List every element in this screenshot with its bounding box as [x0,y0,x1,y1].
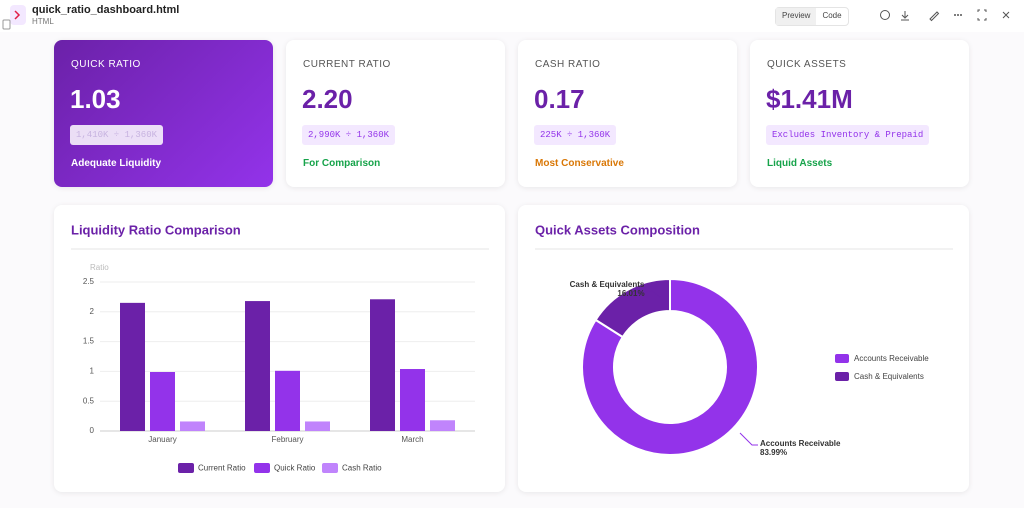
bar [120,302,145,431]
card-value: $1.41M [766,84,853,114]
bar-panel: Liquidity Ratio Comparison Ratio 0 0.5 1 1.5 2… [54,205,505,492]
bar [305,421,330,431]
x-tick-label: March [401,435,423,444]
card-value: 0.17 [534,84,585,114]
file-type: HTML [32,17,54,26]
toolbar-icons [880,9,1010,22]
slice-label: Cash & Equivalents [570,280,645,289]
y-tick-label: 2.5 [83,277,95,286]
legend-swatch [254,463,270,473]
metric-card: QUICK RATIO 1.03 1,410K ÷ 1,360K Adequate L… [54,40,273,187]
card-status: Most Conservative [535,158,624,169]
card-status: Adequate Liquidity [71,158,161,169]
y-tick-label: 0 [90,426,95,435]
slice-value-label: 83.99% [760,448,787,457]
metric-card: CASH RATIO 0.17 225K ÷ 1,360K Most Conserva… [518,40,737,187]
fullscreen-icon[interactable] [977,9,987,21]
legend-swatch [178,463,194,473]
edit-icon[interactable] [929,11,940,22]
y-tick-label: 1 [90,367,95,376]
metric-card: QUICK ASSETS $1.41M Excludes Inventory & P… [750,40,969,187]
download-icon[interactable] [901,11,909,21]
legend-label: Cash & Equivalents [854,372,924,381]
card-label: CURRENT RATIO [303,59,391,70]
bar [400,369,425,431]
donut-slice [581,277,759,456]
more-icon[interactable] [954,14,962,16]
header: quick_ratio_dashboard.html HTML Preview … [0,0,1024,32]
legend-label: Cash Ratio [342,464,382,473]
bar [275,370,300,431]
card-status: Liquid Assets [767,158,833,169]
legend-label: Quick Ratio [274,464,316,473]
bar [180,421,205,431]
legend-swatch [322,463,338,473]
card-value: 1.03 [70,84,121,114]
legend-label: Accounts Receivable [854,354,929,363]
card-label: QUICK RATIO [71,59,141,70]
card-formula: Excludes Inventory & Prepaid [766,125,930,145]
legend-label: Current Ratio [198,464,246,473]
card-status: For Comparison [303,158,381,169]
leader-line [621,290,661,298]
app-icon [2,5,26,30]
bar [150,371,175,431]
card-formula: 1,410K ÷ 1,360K [70,125,164,145]
card-label: CASH RATIO [535,59,601,70]
close-icon[interactable] [1002,11,1010,19]
chart-title: Liquidity Ratio Comparison [71,222,241,237]
y-tick-label: 0.5 [83,396,95,405]
card-formula: 2,990K ÷ 1,360K [302,125,396,145]
donut-chart: Quick Assets Composition Cash & Equivalen… [535,222,953,457]
donut-panel: Quick Assets Composition Cash & Equivalen… [518,205,969,492]
legend-swatch [835,372,849,381]
metric-card: CURRENT RATIO 2.20 2,990K ÷ 1,360K For Comp… [286,40,505,187]
file-title: quick_ratio_dashboard.html [32,4,180,16]
bar [245,301,270,431]
bar [430,420,455,431]
legend-swatch [835,354,849,363]
y-axis-label: Ratio [90,263,109,272]
preview-button[interactable]: Preview [776,8,817,25]
code-button[interactable]: Code [822,11,842,20]
y-tick-label: 2 [90,307,95,316]
slice-label: Accounts Receivable [760,439,841,448]
x-tick-label: January [148,435,176,444]
chart-title: Quick Assets Composition [535,222,700,237]
card-formula: 225K ÷ 1,360K [534,125,617,145]
x-tick-label: February [271,435,303,444]
leader-line [739,432,758,446]
globe-icon[interactable] [880,10,890,20]
y-tick-label: 1.5 [83,337,95,346]
card-value: 2.20 [302,84,353,114]
bar [370,299,395,431]
slice-value-label: 16.01% [617,289,644,298]
card-label: QUICK ASSETS [767,59,847,70]
view-toggle: Preview Code [775,7,849,26]
bar-chart: Liquidity Ratio Comparison Ratio 0 0.5 1 1.5 2… [71,222,489,473]
donut-slice [594,277,671,339]
